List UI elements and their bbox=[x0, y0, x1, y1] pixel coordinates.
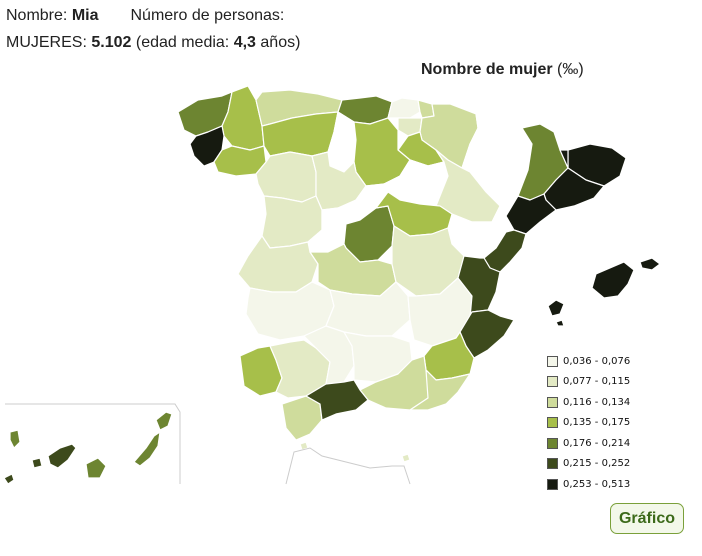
province-cadiz[interactable] bbox=[281, 395, 323, 441]
province-las-palmas-gran-canaria[interactable] bbox=[85, 457, 107, 479]
women-label: MUJERES: bbox=[6, 34, 87, 51]
legend-label: 0,116 - 0,134 bbox=[563, 396, 631, 408]
legend-item: 0,135 - 0,175 bbox=[547, 413, 630, 434]
legend-label: 0,215 - 0,252 bbox=[563, 458, 631, 470]
map-title-unit: (‰) bbox=[557, 61, 584, 78]
legend-swatch bbox=[547, 376, 558, 388]
province-las-palmas-lanzarote[interactable] bbox=[155, 411, 173, 431]
province-santa-cruz-la-palma[interactable] bbox=[9, 429, 21, 449]
province-barcelona[interactable] bbox=[543, 149, 605, 211]
legend-swatch bbox=[547, 417, 558, 429]
age-unit: años) bbox=[260, 34, 301, 51]
canary-inset-frame bbox=[5, 403, 181, 484]
age-open: (edad media: bbox=[135, 34, 230, 51]
province-santa-cruz-tenerife[interactable] bbox=[47, 443, 77, 469]
map-legend: 0,036 - 0,076 0,077 - 0,115 0,116 - 0,13… bbox=[547, 351, 630, 495]
legend-swatch bbox=[547, 437, 558, 449]
age-value: 4,3 bbox=[233, 34, 256, 51]
count-label: Número de personas: bbox=[130, 7, 285, 24]
chart-button[interactable]: Gráfico bbox=[610, 503, 684, 534]
province-baleares-ibiza[interactable] bbox=[547, 299, 565, 317]
province-melilla[interactable] bbox=[401, 453, 411, 463]
name-value: Mia bbox=[71, 7, 99, 24]
name-line: Nombre: Mia Número de personas: bbox=[6, 6, 284, 26]
province-santa-cruz-hierro[interactable] bbox=[3, 473, 15, 485]
legend-label: 0,077 - 0,115 bbox=[563, 376, 631, 388]
map-title-text: Nombre de mujer bbox=[421, 61, 553, 78]
province-baleares-mallorca[interactable] bbox=[591, 261, 635, 299]
legend-swatch bbox=[547, 396, 558, 408]
legend-label: 0,176 - 0,214 bbox=[563, 437, 631, 449]
province-gipuzkoa[interactable] bbox=[417, 99, 435, 119]
province-las-palmas-fuerteventura[interactable] bbox=[133, 431, 161, 467]
legend-swatch bbox=[547, 478, 558, 490]
province-santa-cruz-gomera[interactable] bbox=[31, 457, 43, 469]
province-baleares-menorca[interactable] bbox=[639, 257, 661, 271]
legend-item: 0,253 - 0,513 bbox=[547, 474, 630, 495]
legend-label: 0,253 - 0,513 bbox=[563, 478, 631, 490]
province-bizkaia[interactable] bbox=[387, 97, 421, 119]
province-malaga[interactable] bbox=[305, 379, 369, 421]
province-almeria[interactable] bbox=[409, 369, 471, 411]
province-tarragona[interactable] bbox=[505, 193, 557, 235]
legend-item: 0,116 - 0,134 bbox=[547, 392, 630, 413]
province-baleares-formentera[interactable] bbox=[555, 319, 565, 327]
women-line: MUJERES: 5.102 (edad media: 4,3 años) bbox=[6, 33, 300, 53]
africa-coast-line bbox=[285, 447, 411, 485]
women-count: 5.102 bbox=[91, 34, 132, 51]
legend-item: 0,077 - 0,115 bbox=[547, 372, 630, 393]
name-label: Nombre: bbox=[6, 7, 68, 24]
legend-item: 0,176 - 0,214 bbox=[547, 433, 630, 454]
province-valencia[interactable] bbox=[457, 255, 501, 319]
legend-label: 0,036 - 0,076 bbox=[563, 355, 631, 367]
legend-item: 0,036 - 0,076 bbox=[547, 351, 630, 372]
legend-label: 0,135 - 0,175 bbox=[563, 417, 631, 429]
legend-swatch bbox=[547, 458, 558, 470]
legend-item: 0,215 - 0,252 bbox=[547, 454, 630, 475]
province-ciudad-real[interactable] bbox=[325, 281, 411, 337]
map-title: Nombre de mujer (‰) bbox=[421, 61, 584, 79]
legend-swatch bbox=[547, 355, 558, 367]
